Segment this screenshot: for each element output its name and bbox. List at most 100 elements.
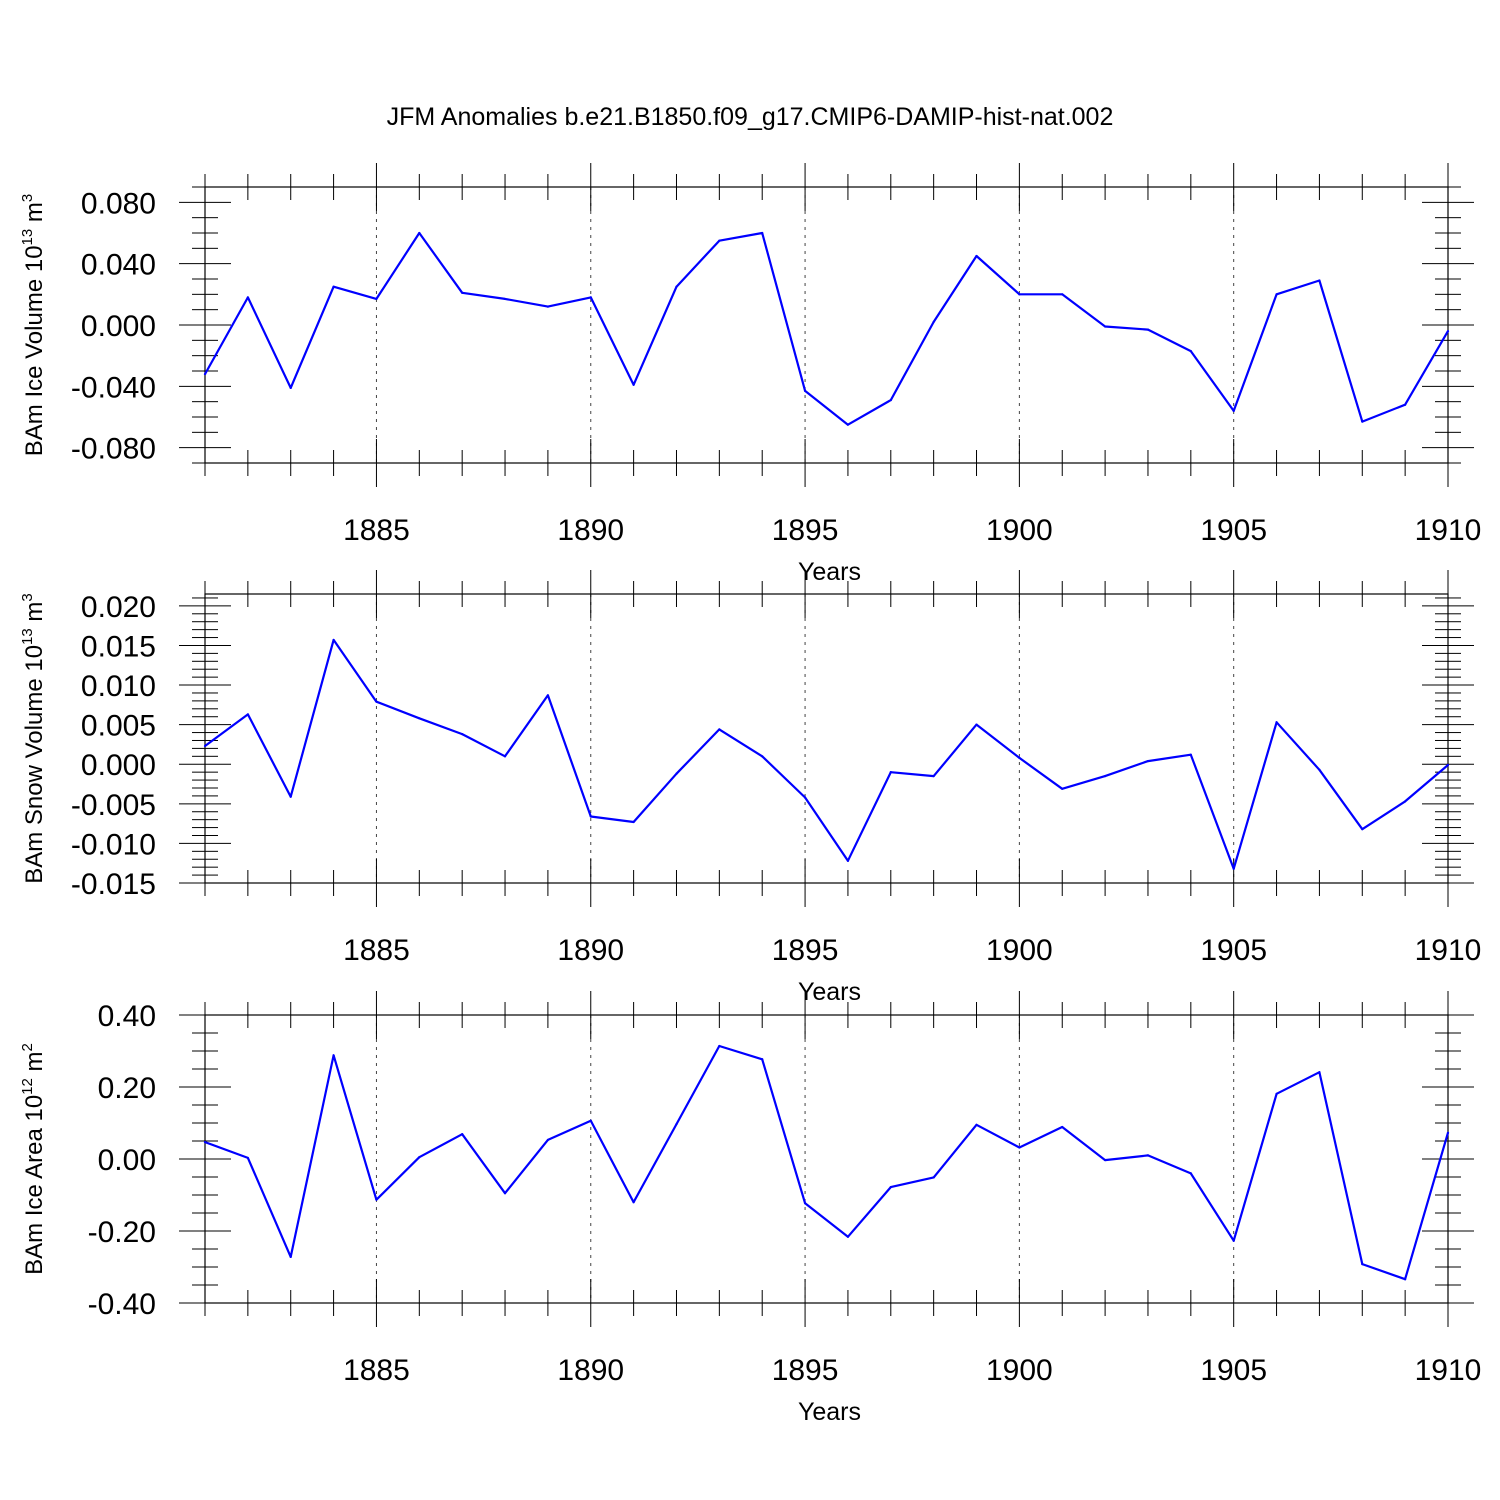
data-point [1061, 293, 1064, 296]
data-point [761, 755, 764, 758]
data-point [503, 755, 507, 758]
panel-ice-volume: 1885 1890 1895 1900 1905 1910 Years -0.080 -0.04… [19, 163, 1481, 586]
x-tick-label: 1900 [986, 1354, 1053, 1387]
x-tick-label: 1895 [772, 514, 839, 547]
data-point [1318, 768, 1321, 771]
data-point [889, 1185, 892, 1189]
data-point [718, 728, 721, 731]
data-point [203, 1140, 207, 1144]
data-point [546, 1138, 549, 1142]
data-point [589, 815, 592, 818]
x-axis-label: Years [798, 558, 861, 586]
data-point [1275, 1092, 1278, 1095]
x-tick-label: 1895 [772, 934, 839, 967]
data-point [418, 1156, 421, 1159]
x-tick-label: 1890 [557, 1354, 624, 1387]
data-point [1404, 403, 1407, 406]
data-point [503, 297, 507, 301]
data-point [589, 1119, 592, 1122]
y-tick-label: 0.000 [81, 749, 156, 782]
data-point [1018, 293, 1021, 296]
y-tick-label: 0.000 [81, 310, 156, 343]
data-point [1361, 420, 1364, 423]
data-point [846, 1235, 850, 1238]
data-point [546, 305, 549, 308]
y-tick-label: -0.040 [71, 371, 156, 404]
data-point [889, 399, 892, 402]
y-tick-label: 0.040 [81, 249, 156, 282]
data-point [332, 638, 335, 642]
y-axis-label-text: BAm Ice Volume 10 [21, 245, 48, 456]
y-axis-label-unit: m [21, 1051, 48, 1078]
data-point [546, 694, 549, 697]
data-point [1104, 775, 1107, 778]
x-axis-label: Years [798, 978, 861, 1006]
y-axis-label-unit-exponent: 3 [19, 593, 36, 601]
data-point [975, 1123, 978, 1126]
y-axis-label-exponent: 13 [19, 229, 36, 246]
x-tick-label: 1885 [343, 934, 410, 967]
y-tick-label: -0.20 [88, 1216, 156, 1249]
x-tick-label: 1910 [1415, 514, 1482, 547]
data-point [675, 772, 678, 775]
data-point [846, 859, 850, 862]
data-point [289, 795, 292, 798]
y-axis-label-unit: m [21, 202, 48, 229]
x-tick-label: 1885 [343, 1354, 410, 1387]
data-point [1446, 330, 1450, 333]
data-point [1189, 1172, 1192, 1175]
data-point [418, 231, 421, 235]
y-axis-label: BAm Ice Volume 1013 m3 [19, 194, 48, 456]
y-axis-label-exponent: 12 [19, 1078, 36, 1095]
data-point [675, 285, 678, 288]
data-point [1318, 1071, 1321, 1074]
x-tick-label: 1910 [1415, 1354, 1482, 1387]
y-axis-label-unit-exponent: 2 [19, 1043, 36, 1051]
data-point [975, 254, 978, 258]
data-point [846, 423, 850, 426]
y-tick-label: -0.005 [71, 789, 156, 822]
x-tick-label: 1885 [343, 514, 410, 547]
x-tick-label: 1905 [1200, 1354, 1267, 1387]
data-point [375, 700, 378, 703]
data-point [375, 1198, 378, 1201]
data-point [203, 372, 207, 376]
series-line [204, 638, 1449, 870]
data-point [761, 231, 764, 235]
data-point [675, 1122, 678, 1126]
data-point [803, 389, 807, 393]
y-tick-label: 0.40 [98, 1000, 156, 1033]
data-point [1361, 828, 1364, 831]
data-point [332, 1054, 335, 1057]
data-point [1275, 721, 1278, 724]
x-tick-label: 1890 [557, 514, 624, 547]
data-point [932, 320, 935, 324]
data-point [503, 1192, 507, 1195]
x-tick-label: 1900 [986, 934, 1053, 967]
data-point [375, 297, 378, 301]
data-point [932, 775, 935, 778]
data-point [1189, 753, 1192, 756]
data-point [1232, 867, 1235, 870]
data-point [1232, 1239, 1235, 1242]
data-point [1275, 293, 1278, 296]
data-point [718, 239, 721, 242]
series-line [204, 231, 1449, 426]
y-tick-label: 0.010 [81, 670, 156, 703]
panel-ice-area: 1885 1890 1895 1900 1905 1910 Years -0.40 -0.20 0… [19, 991, 1481, 1426]
y-tick-label: 0.005 [81, 710, 156, 743]
x-axis-label: Years [798, 1398, 861, 1426]
data-point [1318, 279, 1321, 282]
data-point [1104, 1158, 1107, 1162]
figure-title: JFM Anomalies b.e21.B1850.f09_g17.CMIP6-… [387, 103, 1114, 131]
x-tick-label: 1905 [1200, 934, 1267, 967]
data-point [1146, 328, 1150, 331]
y-tick-label: 0.020 [81, 591, 156, 624]
y-axis-label-exponent: 13 [19, 628, 36, 645]
y-axis-label-unit: m [21, 602, 48, 629]
y-tick-label: 0.20 [98, 1072, 156, 1105]
data-point [761, 1058, 764, 1061]
y-tick-label: 0.080 [81, 187, 156, 220]
data-point [803, 796, 807, 799]
